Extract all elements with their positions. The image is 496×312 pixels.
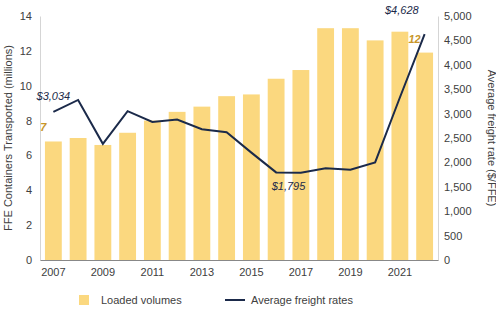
x-tick-label: 2011	[141, 266, 165, 278]
y2-tick-label: 5,000	[444, 10, 472, 22]
bar	[70, 138, 87, 260]
legend-entry: Average freight rates	[225, 294, 353, 306]
data-label: $1,795	[271, 180, 307, 192]
chart: 2007 2009 2011 2013 2015 2017 2019 2021 0 2 4 6 8 10 1…	[0, 0, 496, 312]
y2-tick: 1,000	[438, 205, 472, 217]
y2-tick-label: 500	[444, 230, 462, 242]
y2-tick-label: 3,500	[444, 83, 472, 95]
bar	[268, 79, 285, 260]
bar	[317, 28, 334, 260]
x-tick: 2019	[338, 260, 362, 278]
y-tick: 6	[26, 149, 40, 161]
y2-tick: 1,500	[438, 181, 472, 193]
plot: 2007 2009 2011 2013 2015 2017 2019 2021 0 2 4 6 8 10 1…	[20, 4, 472, 278]
data-label: $3,034	[36, 90, 71, 102]
y-tick-label: 12	[20, 45, 32, 57]
marks	[45, 28, 433, 260]
y-tick-label: 14	[20, 10, 32, 22]
y2-tick: 0	[438, 254, 450, 266]
y2-tick-label: 1,000	[444, 205, 472, 217]
data-label: 7	[40, 121, 47, 133]
legend-label: Loaded volumes	[101, 294, 182, 306]
bar	[45, 141, 62, 260]
y2-axis-title: Average freight rate ($/FFE)	[486, 70, 496, 207]
x-tick: 2021	[388, 260, 412, 278]
y2-tick: 3,500	[438, 83, 472, 95]
bar	[94, 145, 111, 260]
y-tick: 8	[26, 115, 40, 127]
y-tick: 12	[20, 45, 40, 57]
y2-tick: 3,000	[438, 108, 472, 120]
y2-tick-label: 4,000	[444, 59, 472, 71]
y-tick-label: 0	[26, 254, 32, 266]
x-tick: 2015	[239, 260, 263, 278]
y-tick-label: 6	[26, 149, 32, 161]
y-axis: 0 2 4 6 8 10 12 14	[20, 10, 41, 266]
y2-tick-label: 2,000	[444, 156, 472, 168]
bar	[218, 96, 235, 260]
y-tick-label: 2	[26, 219, 32, 231]
x-tick-label: 2017	[289, 266, 313, 278]
legend-swatch	[225, 299, 245, 301]
y-tick-label: 10	[20, 80, 32, 92]
y-tick: 14	[20, 10, 40, 22]
x-tick-label: 2015	[239, 266, 263, 278]
bar	[367, 40, 384, 260]
x-axis-line	[41, 260, 439, 261]
x-tick: 2013	[190, 260, 214, 278]
y2-tick-label: 4,500	[444, 34, 472, 46]
legend-swatch	[79, 295, 89, 305]
y2-tick-label: 3,000	[444, 108, 472, 120]
y2-tick-label: 2,500	[444, 132, 472, 144]
y-axis-title: FFE Containers Transported (millions)	[2, 45, 14, 231]
y2-tick: 2,000	[438, 156, 472, 168]
x-tick: 2007	[41, 260, 65, 278]
x-tick: 2017	[289, 260, 313, 278]
y-axis-line	[40, 17, 41, 261]
bar	[391, 32, 408, 260]
bar	[342, 28, 359, 260]
bar	[169, 112, 186, 260]
x-tick-label: 2019	[338, 266, 362, 278]
bar	[292, 70, 309, 260]
legend-entry: Loaded volumes	[79, 294, 182, 306]
y2-tick-label: 0	[444, 254, 450, 266]
line	[53, 34, 424, 172]
y2-tick: 4,500	[438, 34, 472, 46]
x-tick-label: 2013	[190, 266, 214, 278]
bar	[416, 53, 433, 260]
bar	[119, 133, 136, 260]
y-tick-label: 8	[26, 115, 32, 127]
y2-tick: 2,500	[438, 132, 472, 144]
y2-tick-label: 1,500	[444, 181, 472, 193]
y2-tick: 4,000	[438, 59, 472, 71]
x-tick-label: 2007	[41, 266, 65, 278]
y2-tick: 500	[438, 230, 462, 242]
data-label: $4,628	[384, 4, 420, 16]
y2-axis: 0 500 1,000 1,500 2,000 2,500 3,000 3,500 4,000 4…	[438, 10, 472, 266]
data-labels: 7 12 $3,034 $1,795 $4,628	[36, 4, 421, 192]
bar-series	[45, 28, 433, 260]
x-tick-label: 2009	[91, 266, 115, 278]
x-tick: 2011	[141, 260, 165, 278]
data-label: 12	[408, 33, 420, 45]
x-tick-label: 2021	[388, 266, 412, 278]
y-tick: 2	[26, 219, 40, 231]
bar	[144, 121, 161, 260]
y2-tick: 5,000	[438, 10, 472, 22]
legend-label: Average freight rates	[251, 294, 353, 306]
legend: Loaded volumes Average freight rates	[79, 294, 353, 306]
y-tick: 0	[26, 254, 40, 266]
x-tick: 2009	[91, 260, 115, 278]
y-tick: 4	[26, 184, 40, 196]
x-axis: 2007 2009 2011 2013 2015 2017 2019 2021	[41, 260, 439, 278]
bar	[243, 94, 260, 260]
y2-axis-line	[438, 17, 439, 261]
y-tick-label: 4	[26, 184, 32, 196]
